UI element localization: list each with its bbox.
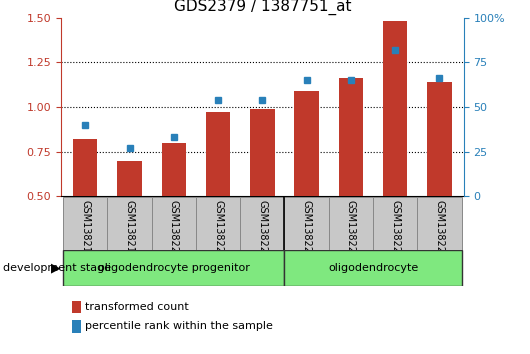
FancyBboxPatch shape xyxy=(285,197,329,250)
FancyBboxPatch shape xyxy=(329,197,373,250)
Text: GSM138219: GSM138219 xyxy=(125,200,135,259)
Bar xyxy=(117,161,142,196)
FancyBboxPatch shape xyxy=(240,197,285,250)
Bar xyxy=(162,143,186,196)
Text: oligodendrocyte progenitor: oligodendrocyte progenitor xyxy=(98,263,250,273)
Bar xyxy=(250,109,275,196)
Text: oligodendrocyte: oligodendrocyte xyxy=(328,263,418,273)
Text: GSM138221: GSM138221 xyxy=(213,200,223,259)
Text: ▶: ▶ xyxy=(51,262,60,274)
Text: GSM138218: GSM138218 xyxy=(81,200,90,259)
Text: transformed count: transformed count xyxy=(85,302,189,312)
FancyBboxPatch shape xyxy=(63,250,285,286)
Bar xyxy=(339,79,363,196)
FancyBboxPatch shape xyxy=(285,250,462,286)
Text: GSM138222: GSM138222 xyxy=(258,200,267,259)
FancyBboxPatch shape xyxy=(373,197,417,250)
FancyBboxPatch shape xyxy=(196,197,240,250)
Text: percentile rank within the sample: percentile rank within the sample xyxy=(85,321,272,331)
Bar xyxy=(427,82,452,196)
Title: GDS2379 / 1387751_at: GDS2379 / 1387751_at xyxy=(174,0,351,15)
Text: GSM138229: GSM138229 xyxy=(435,200,444,259)
Bar xyxy=(383,21,408,196)
FancyBboxPatch shape xyxy=(108,197,152,250)
Bar xyxy=(73,139,98,196)
Text: GSM138220: GSM138220 xyxy=(169,200,179,259)
Bar xyxy=(295,91,319,196)
FancyBboxPatch shape xyxy=(152,197,196,250)
Text: GSM138224: GSM138224 xyxy=(346,200,356,259)
FancyBboxPatch shape xyxy=(63,197,108,250)
Text: GSM138223: GSM138223 xyxy=(302,200,312,259)
Bar xyxy=(206,113,230,196)
FancyBboxPatch shape xyxy=(417,197,462,250)
Text: development stage: development stage xyxy=(3,263,111,273)
Text: GSM138225: GSM138225 xyxy=(390,200,400,259)
